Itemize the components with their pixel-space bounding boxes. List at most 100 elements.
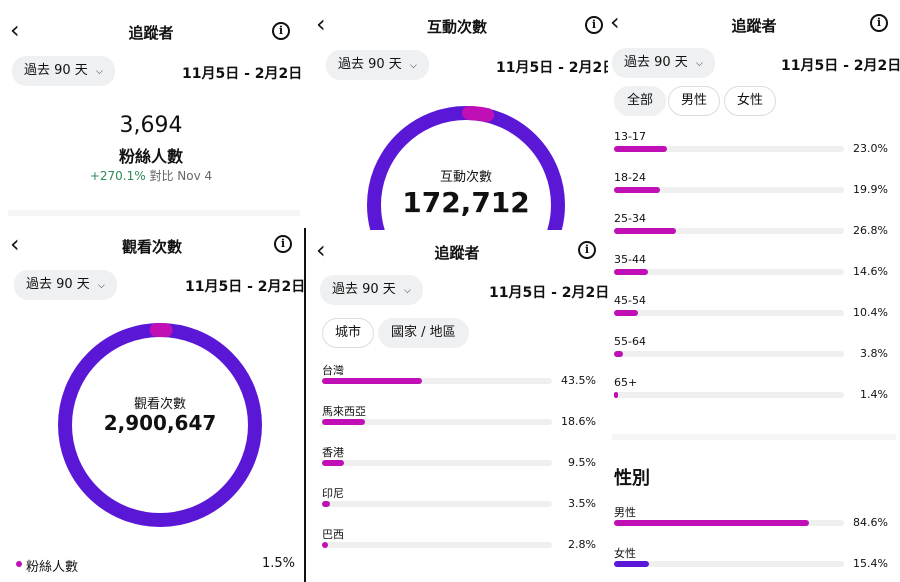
bar-track: [614, 187, 844, 193]
date-range: 11月5日 - 2月2日: [182, 66, 302, 82]
tab-female[interactable]: 女性: [724, 86, 777, 116]
gender-title: 性別: [614, 468, 650, 489]
tab-country-region[interactable]: 國家 / 地區: [378, 318, 469, 348]
info-icon[interactable]: i: [870, 14, 888, 32]
followers-summary-panel: ‹ 追蹤者 i 過去 90 天 ⌵ 11月5日 - 2月2日 3,694 粉絲人…: [0, 0, 302, 212]
followers-age-panel: ‹ 追蹤者 i 過去 90 天 ⌵ 11月5日 - 2月2日 全部 男性 女性 …: [608, 0, 900, 582]
period-dropdown[interactable]: 過去 90 天 ⌵: [612, 48, 715, 78]
info-icon[interactable]: i: [272, 22, 290, 40]
bar-track: [322, 460, 552, 466]
bar-percent: 1.4%: [860, 388, 888, 401]
legend-dot: [16, 561, 22, 567]
bar-fill: [322, 501, 331, 507]
bar-label: 18-24: [614, 171, 646, 184]
bar-fill: [322, 419, 365, 425]
bar-percent: 15.4%: [853, 557, 888, 570]
bar-label: 13-17: [614, 130, 646, 143]
bar-track: [614, 351, 844, 357]
bar-percent: 19.9%: [853, 183, 888, 196]
panel-title: 追蹤者: [434, 244, 480, 262]
bar-fill: [614, 520, 809, 526]
bar-label: 65+: [614, 376, 638, 389]
donut-center-label: 觀看次數: [133, 397, 186, 412]
bar-fill: [322, 378, 423, 384]
chevron-down-icon: ⌵: [95, 67, 103, 77]
bar-label: 男性: [614, 506, 636, 519]
bar-label: 女性: [614, 547, 636, 560]
bar-label: 45-54: [614, 294, 646, 307]
chevron-down-icon: ⌵: [403, 286, 411, 296]
bar-label: 印尼: [322, 487, 344, 500]
bar-percent: 43.5%: [561, 374, 596, 387]
bar-percent: 3.8%: [860, 347, 888, 360]
bar-fill: [322, 542, 329, 548]
date-range: 11月5日 - 2月2日: [496, 60, 608, 76]
bar-label: 25-34: [614, 212, 646, 225]
bar-percent: 26.8%: [853, 224, 888, 237]
bar-track: [614, 146, 844, 152]
bar-label: 巴西: [322, 528, 344, 541]
panel-divider: [304, 228, 306, 582]
bar-percent: 84.6%: [853, 516, 888, 529]
date-range: 11月5日 - 2月2日: [489, 285, 608, 301]
info-icon[interactable]: i: [578, 241, 596, 259]
back-chevron-left-icon[interactable]: ‹: [316, 236, 326, 264]
change-percent: +270.1%: [89, 169, 146, 183]
period-label: 過去 90 天: [338, 57, 402, 72]
followers-location-panel: ‹ 追蹤者 i 過去 90 天 ⌵ 11月5日 - 2月2日 城市 國家 / 地…: [306, 230, 608, 582]
tab-city[interactable]: 城市: [322, 318, 375, 348]
bar-track: [614, 269, 844, 275]
bar-label: 台灣: [322, 364, 344, 377]
follower-change: +270.1% 對比 Nov 4: [0, 167, 302, 184]
section-separator: [612, 434, 896, 440]
back-chevron-left-icon[interactable]: ‹: [10, 230, 20, 258]
bar-fill: [322, 460, 344, 466]
section-separator: [8, 210, 300, 216]
panel-title: 追蹤者: [731, 17, 777, 35]
bar-track: [614, 561, 844, 567]
bar-fill: [614, 187, 660, 193]
bar-fill: [614, 146, 667, 152]
bar-track: [322, 542, 552, 548]
bar-fill: [614, 269, 648, 275]
chevron-down-icon: ⌵: [695, 59, 703, 69]
legend-percent: 1.5%: [262, 556, 296, 571]
period-label: 過去 90 天: [624, 55, 688, 70]
date-range: 11月5日 - 2月2日: [781, 58, 900, 74]
date-range: 11月5日 - 2月2日: [185, 279, 304, 295]
bar-percent: 14.6%: [853, 265, 888, 278]
bar-label: 馬來西亞: [322, 405, 366, 418]
bar-percent: 10.4%: [853, 306, 888, 319]
info-icon[interactable]: i: [274, 235, 292, 253]
bar-label: 香港: [322, 446, 344, 459]
compare-label: 對比 Nov 4: [149, 169, 213, 183]
back-chevron-left-icon[interactable]: ‹: [610, 8, 620, 36]
period-dropdown[interactable]: 過去 90 天 ⌵: [320, 275, 423, 305]
bar-fill: [614, 561, 650, 567]
views-total: 2,900,647: [103, 411, 217, 435]
tab-all[interactable]: 全部: [614, 86, 667, 116]
panel-title: 追蹤者: [128, 24, 174, 42]
bar-fill: [614, 351, 623, 357]
bar-track: [614, 520, 844, 526]
chevron-down-icon: ⌵: [97, 281, 105, 291]
bar-percent: 18.6%: [561, 415, 596, 428]
tab-male[interactable]: 男性: [668, 86, 721, 116]
follower-count-label: 粉絲人數: [118, 147, 183, 166]
panel-title: 觀看次數: [121, 238, 182, 256]
views-panel: ‹ 觀看次數 i 過去 90 天 ⌵ 11月5日 - 2月2日 觀看次數 2,9…: [0, 218, 304, 582]
donut-center-label: 互動次數: [439, 170, 492, 185]
period-dropdown[interactable]: 過去 90 天 ⌵: [326, 50, 429, 80]
back-chevron-left-icon[interactable]: ‹: [316, 10, 326, 38]
period-dropdown[interactable]: 過去 90 天 ⌵: [14, 270, 117, 300]
chevron-down-icon: ⌵: [409, 61, 417, 71]
bar-percent: 23.0%: [853, 142, 888, 155]
bar-track: [614, 392, 844, 398]
back-chevron-left-icon[interactable]: ‹: [10, 16, 20, 44]
bar-label: 35-44: [614, 253, 646, 266]
period-dropdown[interactable]: 過去 90 天 ⌵: [12, 56, 115, 86]
panel-title: 互動次數: [426, 18, 487, 36]
bar-track: [322, 378, 552, 384]
info-icon[interactable]: i: [585, 16, 603, 34]
bar-track: [614, 310, 844, 316]
